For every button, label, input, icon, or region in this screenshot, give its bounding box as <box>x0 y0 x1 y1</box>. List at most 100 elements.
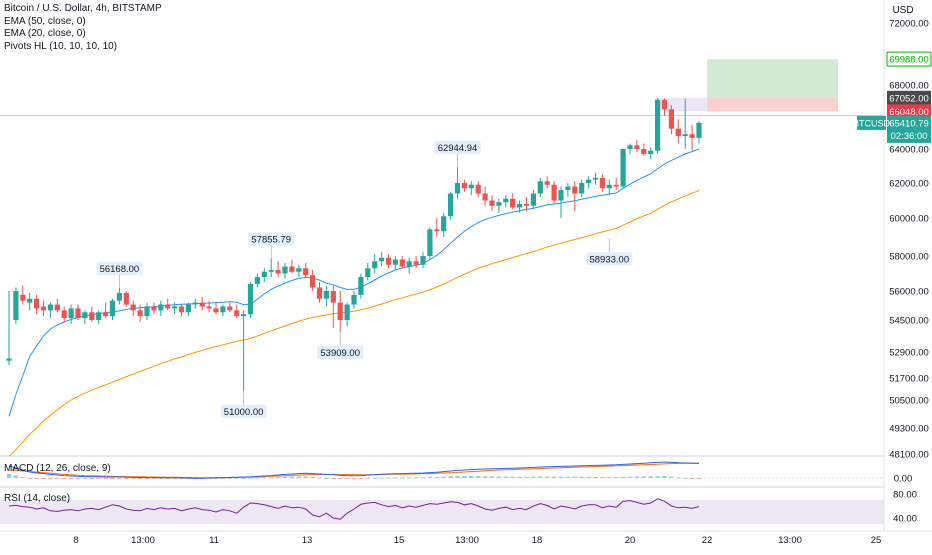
time-tick-label: 22 <box>702 535 713 546</box>
time-axis[interactable]: 8 13:00 11 13 15 13:00 18 20 22 13:00 25 <box>73 535 881 546</box>
candle-body <box>351 294 357 305</box>
candle-body <box>199 302 205 307</box>
candle-body <box>461 183 467 189</box>
pivot-label: 58933.00 <box>586 238 633 266</box>
macd-histogram-bar <box>655 476 660 478</box>
candle-body <box>372 261 378 269</box>
grid <box>0 0 932 532</box>
currency-label: USD <box>892 5 913 16</box>
candle <box>199 296 205 311</box>
candle-body <box>379 257 385 262</box>
macd-histogram-bar <box>317 477 322 479</box>
candle <box>6 291 12 365</box>
candle-body <box>682 134 688 137</box>
pivot-text: 51000.00 <box>224 407 264 418</box>
candle-body <box>261 271 267 277</box>
candle <box>247 282 254 319</box>
macd-histogram-bar <box>607 476 612 478</box>
candle-body <box>427 229 433 256</box>
candle-body <box>54 304 60 311</box>
candle <box>109 298 116 320</box>
candle-body <box>551 184 557 201</box>
candle <box>227 302 233 313</box>
macd-histogram-bar <box>241 477 246 479</box>
candle <box>144 302 150 320</box>
indicator-ema20[interactable]: EMA (20, close, 0) <box>4 28 86 39</box>
candle-body <box>296 268 302 272</box>
candle-body <box>20 294 26 301</box>
macd-histogram-bar <box>448 476 453 478</box>
candle-body <box>27 298 33 303</box>
candle <box>510 193 516 210</box>
price-tick-label: 51700.00 <box>889 374 929 385</box>
pivot-text: 57855.79 <box>251 235 291 246</box>
candle-body <box>454 183 461 194</box>
macd-histogram-bar <box>648 476 653 478</box>
candle-body <box>510 198 516 208</box>
indicator-pivots[interactable]: Pivots HL (10, 10, 10, 10) <box>4 40 118 52</box>
macd-histogram-bar <box>269 477 274 479</box>
candle-body <box>503 198 509 203</box>
macd-histogram-bar <box>565 476 571 478</box>
macd-histogram-bar <box>600 476 605 478</box>
macd-histogram-bar <box>62 478 67 480</box>
candle <box>461 179 467 192</box>
time-tick-label: 11 <box>209 535 219 546</box>
candle <box>489 195 495 211</box>
macd-line <box>8 461 700 479</box>
macd-histogram-bar <box>538 476 543 478</box>
macd-histogram-bar <box>20 477 25 478</box>
position-tool[interactable] <box>655 59 838 112</box>
price-tick-label: 54500.00 <box>889 316 929 327</box>
price-tick-label: 52900.00 <box>889 348 929 359</box>
candle-body <box>123 292 129 305</box>
ema-lines <box>8 148 700 457</box>
candle <box>282 263 288 279</box>
candle <box>627 143 633 155</box>
candle <box>34 294 40 315</box>
macd-histogram-bar <box>158 478 163 479</box>
candle <box>13 287 19 324</box>
candle-body <box>689 134 695 138</box>
macd-histogram-bar <box>620 476 626 478</box>
macd-histogram-bar <box>586 476 591 478</box>
candle <box>379 252 385 267</box>
candle-body <box>172 306 178 309</box>
candle <box>75 304 81 320</box>
candle-body <box>599 177 605 189</box>
macd-tick-label: 0.00 <box>894 474 913 485</box>
macd-histogram-bar <box>324 477 329 479</box>
last-price-box <box>887 115 931 143</box>
position-lead-zone <box>655 97 707 112</box>
stop-price-label: 67052.00 <box>887 90 931 105</box>
macd-pane <box>0 461 884 480</box>
candle-body <box>675 128 681 137</box>
candle <box>27 292 33 311</box>
candle-body <box>268 270 274 272</box>
time-tick-label: 18 <box>532 535 543 546</box>
macd-histogram-bar <box>476 476 481 478</box>
candle-body <box>185 304 191 313</box>
candle <box>151 302 157 315</box>
pivot-label: 62944.94 <box>434 140 481 167</box>
macd-histogram-bar <box>124 478 129 479</box>
macd-histogram-bar <box>34 478 39 479</box>
candle <box>103 302 109 319</box>
macd-histogram-bar <box>372 478 377 479</box>
pivot-text: 56168.00 <box>100 264 140 275</box>
target-price-label: 69988.00 <box>886 51 932 67</box>
candle <box>572 181 578 211</box>
macd-histogram-bar <box>110 478 115 479</box>
indicator-ema50[interactable]: EMA (50, close, 0) <box>4 15 86 27</box>
pivot-text: 62944.94 <box>438 143 478 154</box>
candle <box>503 195 509 208</box>
candle-body <box>530 193 536 206</box>
chart-title[interactable]: Bitcoin / U.S. Dollar, 4h, BITSTAMP <box>4 3 162 14</box>
macd-histogram-bar <box>144 478 150 479</box>
macd-histogram-bar <box>696 478 702 479</box>
candle <box>254 273 260 288</box>
macd-histogram-bar <box>531 476 536 478</box>
